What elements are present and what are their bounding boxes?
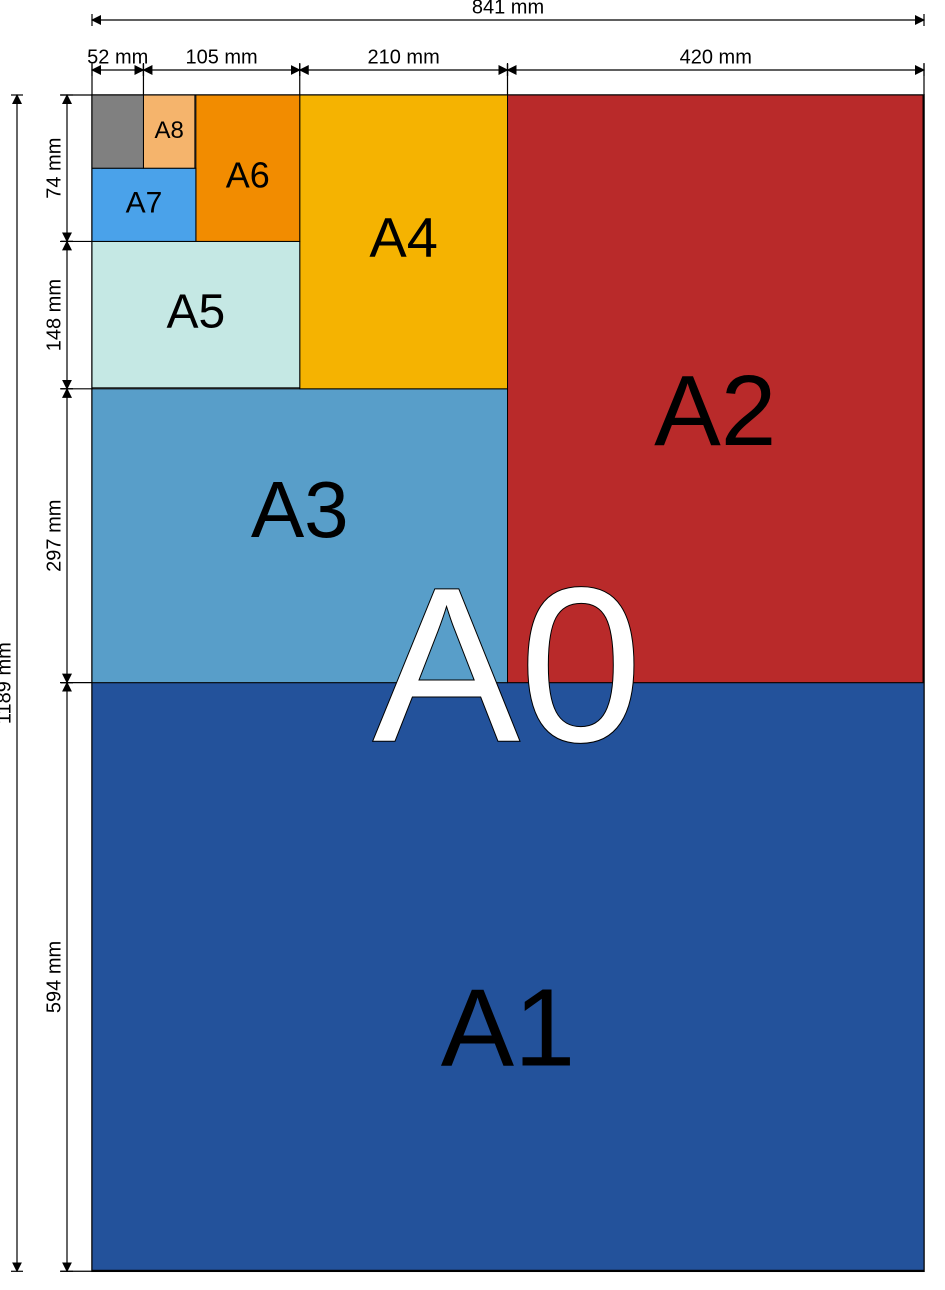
dim-label: 210 mm <box>368 46 440 68</box>
paper-size-diagram: A1 A2 A3 A4 A5 A6 A7 A8 A0 841 mm 52 mm 105 mm 210 m… <box>0 0 945 1290</box>
dim-label: 74 mm <box>43 138 65 199</box>
label-a7: A7 <box>126 187 163 220</box>
label-a0-overlay: A0 <box>373 542 642 788</box>
label-a2: A2 <box>654 355 776 467</box>
dim-label: 297 mm <box>43 500 65 572</box>
label-a1: A1 <box>441 967 576 1090</box>
dim-label: 594 mm <box>43 941 65 1013</box>
label-a4: A4 <box>369 206 438 269</box>
rect-a9gray <box>92 95 143 168</box>
dim-label: 841 mm <box>472 0 544 18</box>
dim-label: 1189 mm <box>0 642 15 724</box>
label-a8: A8 <box>154 117 183 144</box>
label-a5: A5 <box>167 285 226 338</box>
dim-label: 105 mm <box>185 46 257 68</box>
dim-label: 420 mm <box>680 46 752 68</box>
label-a3: A3 <box>251 465 349 554</box>
label-a6: A6 <box>226 155 270 196</box>
dim-label: 52 mm <box>87 46 148 68</box>
dim-label: 148 mm <box>43 279 65 351</box>
